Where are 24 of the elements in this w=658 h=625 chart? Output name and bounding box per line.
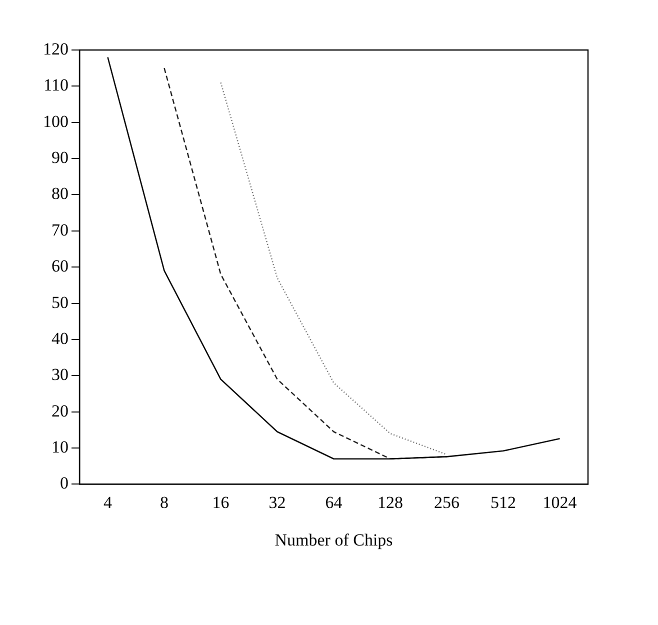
x-tick-label: 32	[268, 492, 286, 512]
x-tick-label: 1024	[542, 492, 578, 512]
x-tick-label: 8	[160, 492, 168, 512]
x-tick-label: 512	[490, 492, 516, 512]
line-series	[220, 82, 448, 456]
x-tick-label: 256	[434, 492, 460, 512]
y-tick-label: 60	[52, 256, 68, 276]
x-tick-label: 64	[325, 492, 343, 512]
y-tick-label: 10	[52, 437, 68, 456]
y-tick-label: 110	[44, 76, 68, 95]
y-tick-label: 90	[52, 148, 68, 168]
y-tick-label: 80	[52, 184, 68, 204]
y-tick-label: 30	[52, 365, 68, 384]
y-tick-label: 50	[52, 292, 68, 312]
y-tick-label: 0	[60, 474, 68, 493]
x-tick-label: 4	[104, 492, 112, 512]
y-tick-label: 40	[52, 328, 68, 348]
x-tick-label: 16	[212, 492, 230, 512]
y-tick-label: 120	[43, 39, 68, 58]
y-tick-label: 70	[52, 220, 68, 240]
x-tick-label: 128	[378, 492, 403, 512]
y-tick-label: 20	[52, 401, 68, 420]
x-axis-title: Number of Chips	[274, 530, 393, 550]
y-tick-label: 100	[43, 112, 68, 131]
